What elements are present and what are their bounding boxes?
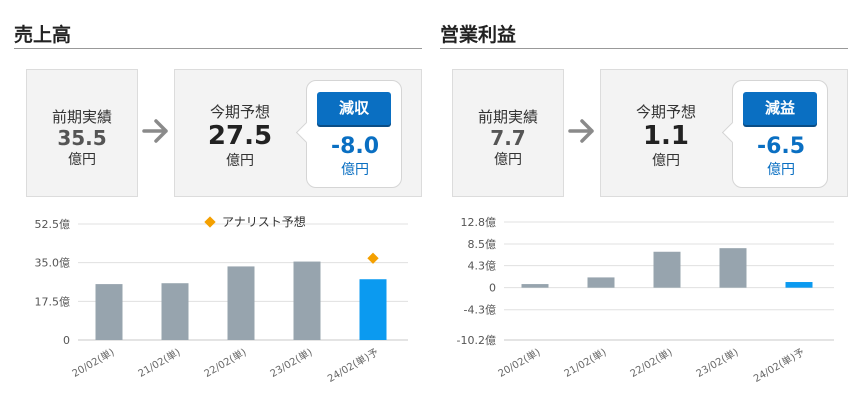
x-tick-label: 21/02(単) (136, 345, 183, 380)
y-tick-label: -10.2億 (457, 334, 496, 347)
change-badge: 減益 (743, 92, 817, 125)
forecast-unit: 億円 (226, 153, 254, 169)
forecast-value: 1.1 (642, 121, 690, 151)
bar-3 (293, 261, 321, 340)
bar-0 (95, 284, 123, 340)
previous-label: 前期実績 (51, 108, 112, 126)
previous-result-box: 前期実績 35.5 億円 (26, 69, 138, 197)
x-tick-label: 24/02(単)予 (325, 345, 381, 385)
section-title: 営業利益 (440, 24, 517, 46)
arrow-right-icon (568, 119, 594, 143)
y-tick-label: 0 (489, 282, 496, 295)
bar-1 (587, 277, 615, 288)
change-bubble: 減益 -6.5 億円 (721, 80, 828, 188)
operating-profit-panel: 営業利益 前期実績 7.7 億円 今期予想 1.1 億円 減益 -6.5 億円 … (440, 0, 848, 402)
y-tick-label: 0 (63, 334, 70, 347)
arrow-right-icon (142, 119, 168, 143)
forecast-value: 27.5 (207, 121, 273, 151)
bar-4 (359, 279, 387, 340)
x-tick-label: 22/02(単) (628, 345, 675, 380)
bar-1 (161, 283, 189, 340)
sales-bar-chart: 52.5億 35.0億 17.5億 020/02(単) 21/02(単) 22/02(単)… (35, 214, 408, 385)
forecast-label: 今期予想 (209, 103, 270, 121)
previous-unit: 億円 (68, 152, 96, 168)
previous-result-box: 前期実績 7.7 億円 (452, 69, 564, 197)
bar-2 (227, 266, 255, 340)
bar-2 (653, 251, 681, 288)
previous-value: 7.7 (490, 126, 526, 150)
y-tick-label: -4.3億 (464, 304, 496, 317)
section-divider (14, 48, 422, 49)
legend-label: アナリスト予想 (222, 214, 306, 229)
previous-label: 前期実績 (477, 108, 538, 126)
x-tick-label: 23/02(単) (694, 345, 741, 380)
change-unit: 億円 (341, 162, 369, 178)
section-title: 売上高 (14, 24, 72, 46)
section-divider (440, 48, 848, 49)
forecast-label: 今期予想 (635, 103, 696, 121)
previous-unit: 億円 (494, 152, 522, 168)
sales-panel: 売上高 前期実績 35.5 億円 今期予想 27.5 億円 減収 -8.0 億円… (14, 0, 422, 402)
x-tick-label: 22/02(単) (202, 345, 249, 380)
y-tick-label: 4.3億 (468, 260, 497, 273)
change-value: -8.0 (330, 134, 380, 159)
x-tick-label: 23/02(単) (268, 345, 315, 380)
change-bubble: 減収 -8.0 億円 (295, 80, 402, 188)
y-tick-label: 12.8億 (461, 216, 497, 229)
x-tick-label: 24/02(単)予 (751, 345, 807, 385)
legend-marker-icon (204, 216, 216, 228)
bar-4 (785, 282, 813, 288)
forecast-unit: 億円 (652, 153, 680, 169)
forecast-box: 今期予想 1.1 億円 減益 -6.5 億円 (600, 69, 848, 197)
change-unit: 億円 (767, 162, 795, 178)
bar-0 (521, 284, 549, 288)
previous-value: 35.5 (57, 126, 107, 150)
forecast-box: 今期予想 27.5 億円 減収 -8.0 億円 (174, 69, 422, 197)
x-tick-label: 21/02(単) (562, 345, 609, 380)
bar-3 (719, 248, 747, 288)
change-badge: 減収 (317, 92, 391, 125)
x-tick-label: 20/02(単) (496, 345, 543, 380)
y-tick-label: 52.5億 (35, 218, 71, 231)
y-tick-label: 35.0億 (35, 257, 71, 270)
change-value: -6.5 (756, 134, 806, 159)
y-tick-label: 17.5億 (35, 295, 71, 308)
y-tick-label: 8.5億 (468, 238, 497, 251)
x-tick-label: 20/02(単) (70, 345, 117, 380)
